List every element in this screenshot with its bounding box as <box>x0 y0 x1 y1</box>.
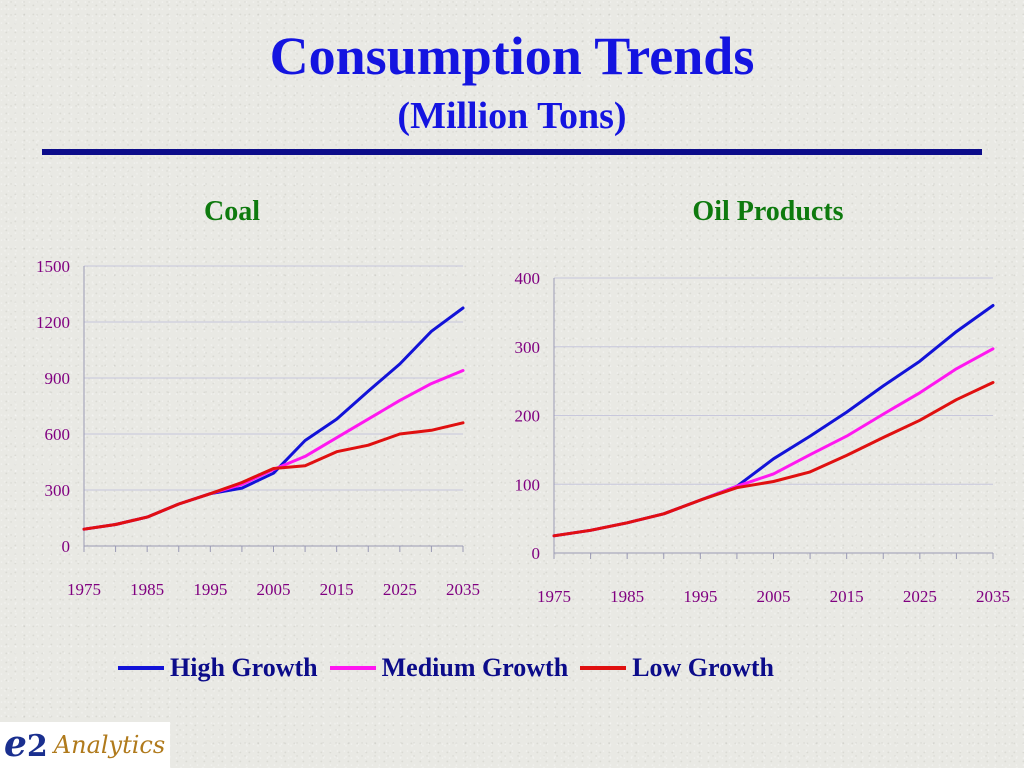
y-tick-label: 1200 <box>36 313 70 332</box>
legend-label-low-growth: Low Growth <box>632 653 774 682</box>
y-tick-label: 100 <box>515 475 541 494</box>
series-line-low-growth <box>82 421 465 531</box>
page-subtitle: (Million Tons) <box>397 95 627 137</box>
logo-mark-letter: e <box>4 722 27 765</box>
x-tick-label: 2035 <box>446 580 480 599</box>
y-tick-label: 200 <box>515 407 541 426</box>
chart-title-coal: Coal <box>204 196 260 227</box>
series-line-high-growth <box>552 304 995 538</box>
legend-swatch-medium-growth <box>329 666 376 670</box>
logo-mark: e2 <box>4 724 48 767</box>
x-tick-label: 1975 <box>537 587 571 606</box>
legend-swatch-low-growth <box>580 666 627 670</box>
y-tick-label: 600 <box>45 425 71 444</box>
x-tick-label: 2015 <box>320 580 354 599</box>
x-tick-label: 2005 <box>257 580 291 599</box>
legend-swatch-high-growth <box>118 666 164 670</box>
series-line-high-growth <box>82 306 465 531</box>
title-divider <box>42 149 982 155</box>
y-tick-label: 300 <box>45 481 71 500</box>
logo-text: Analytics <box>53 731 166 759</box>
series-line-medium-growth <box>82 369 465 531</box>
legend-label-medium-growth: Medium Growth <box>381 653 569 682</box>
chart-title-oil-products: Oil Products <box>692 196 844 227</box>
chart-oil-products: 0 100 200 300 400 1975 1985 1995 2005 2015 2025 203… <box>515 269 1011 606</box>
logo-mark-number: 2 <box>26 728 48 764</box>
legend-item-medium-growth: Medium Growth <box>329 653 569 683</box>
x-tick-label: 2025 <box>383 580 417 599</box>
legend-label-high-growth: High Growth <box>170 653 318 682</box>
x-tick-label: 1985 <box>130 580 164 599</box>
x-tick-label: 2025 <box>903 587 937 606</box>
legend-item-low-growth: Low Growth <box>580 653 774 683</box>
y-tick-label: 0 <box>532 544 541 563</box>
page-title: Consumption Trends <box>269 26 755 86</box>
x-tick-label: 2005 <box>757 587 791 606</box>
legend-item-high-growth: High Growth <box>118 653 318 683</box>
y-tick-label: 400 <box>515 269 541 288</box>
x-tick-label: 2015 <box>830 587 864 606</box>
e2-analytics-logo: e2 Analytics <box>0 722 170 768</box>
x-tick-label: 2035 <box>976 587 1010 606</box>
x-tick-label: 1975 <box>67 580 101 599</box>
chart-coal: 0 300 600 900 1200 1500 1975 1985 1995 2005 2015 20… <box>36 257 480 599</box>
series-line-medium-growth <box>552 347 995 538</box>
x-tick-label: 1995 <box>683 587 717 606</box>
x-tick-label: 1995 <box>193 580 227 599</box>
legend: High Growth Medium Growth Low Growth <box>118 648 878 688</box>
series-line-low-growth <box>552 381 995 538</box>
y-tick-label: 900 <box>45 369 71 388</box>
y-tick-label: 300 <box>515 338 541 357</box>
y-tick-label: 1500 <box>36 257 70 276</box>
x-tick-label: 1985 <box>610 587 644 606</box>
y-tick-label: 0 <box>62 537 71 556</box>
